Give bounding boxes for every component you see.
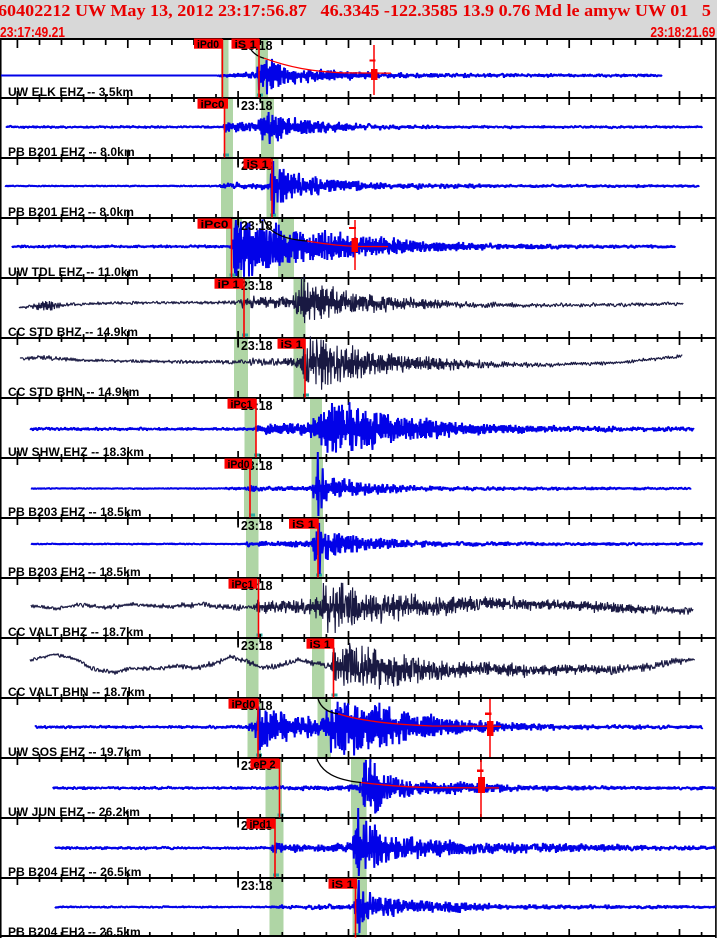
svg-text:iS 1: iS 1 (292, 519, 315, 531)
svg-text:iPd0: iPd0 (228, 459, 250, 471)
svg-text:23:18: 23:18 (241, 878, 273, 893)
svg-text:iS 1: iS 1 (281, 339, 303, 351)
svg-text:60402212 UW May 13, 2012 23:17: 60402212 UW May 13, 2012 23:17:56.87 46.… (0, 1, 711, 20)
svg-text:iPd1: iPd1 (250, 819, 272, 831)
svg-text:iPc1: iPc1 (232, 579, 254, 591)
svg-text:23:18: 23:18 (241, 98, 273, 113)
svg-text:23:18: 23:18 (241, 338, 273, 353)
svg-text:iPc1: iPc1 (231, 399, 253, 411)
svg-text:PB B203 EHZ -- 18.5km: PB B203 EHZ -- 18.5km (8, 505, 142, 519)
svg-text:PB B204 EH2 -- 26.5km: PB B204 EH2 -- 26.5km (8, 925, 141, 938)
svg-text:iPc0: iPc0 (201, 99, 225, 111)
svg-text:CC STD BHZ -- 14.9km: CC STD BHZ -- 14.9km (8, 325, 138, 339)
svg-text:iPc0: iPc0 (201, 219, 229, 231)
svg-text:PB B201 EH2 -- 8.0km: PB B201 EH2 -- 8.0km (8, 205, 134, 219)
svg-text:23:18:21.69: 23:18:21.69 (650, 24, 715, 41)
svg-text:23:18: 23:18 (241, 278, 273, 293)
svg-text:UW ELK EHZ -- 3.5km: UW ELK EHZ -- 3.5km (8, 85, 133, 99)
svg-text:iS 1: iS 1 (235, 39, 257, 51)
svg-text:CC VALT BHN -- 18.7km: CC VALT BHN -- 18.7km (8, 685, 145, 699)
svg-text:CC STD BHN -- 14.9km: CC STD BHN -- 14.9km (8, 385, 139, 399)
svg-text:iP 1: iP 1 (218, 279, 240, 291)
svg-text:UW SHW EHZ -- 18.3km: UW SHW EHZ -- 18.3km (8, 445, 144, 459)
svg-text:eP 2: eP 2 (254, 759, 276, 771)
svg-text:PB B204 EHZ -- 26.5km: PB B204 EHZ -- 26.5km (8, 865, 142, 879)
svg-text:iPd0: iPd0 (197, 39, 219, 51)
svg-text:CC VALT BHZ -- 18.7km: CC VALT BHZ -- 18.7km (8, 625, 144, 639)
svg-text:iS 1: iS 1 (310, 639, 331, 651)
svg-text:iS 1: iS 1 (247, 159, 269, 171)
svg-text:23:17:49.21: 23:17:49.21 (0, 24, 65, 41)
svg-text:UW JUN EHZ -- 26.2km: UW JUN EHZ -- 26.2km (8, 805, 140, 819)
svg-text:UW TDL EHZ -- 11.0km: UW TDL EHZ -- 11.0km (8, 265, 138, 279)
svg-text:PB B201 EHZ -- 8.0km: PB B201 EHZ -- 8.0km (8, 145, 135, 159)
svg-text:iS 1: iS 1 (332, 879, 354, 891)
svg-text:23:18: 23:18 (241, 518, 273, 533)
svg-text:PB B203 EH2 -- 18.5km: PB B203 EH2 -- 18.5km (8, 565, 141, 579)
svg-text:iPd0: iPd0 (232, 699, 256, 711)
svg-text:UW SOS EHZ -- 19.7km: UW SOS EHZ -- 19.7km (8, 745, 141, 759)
svg-text:23:18: 23:18 (241, 638, 273, 653)
